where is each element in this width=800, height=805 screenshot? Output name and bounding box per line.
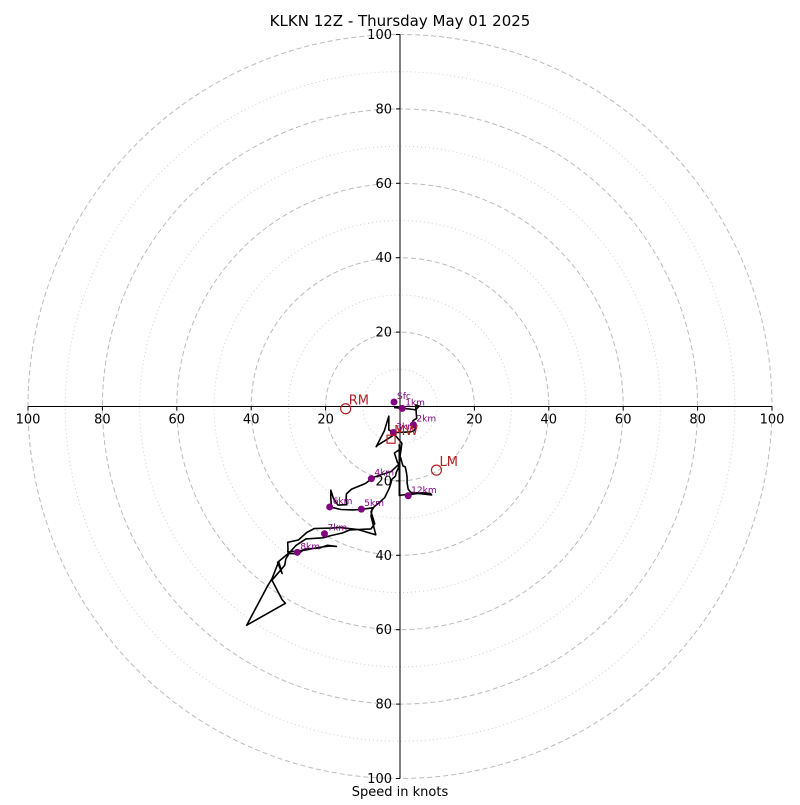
y-tick-label: 60 — [375, 623, 392, 638]
motion-label-rm: RM — [349, 394, 369, 409]
level-label-1km: 1km — [405, 398, 425, 408]
y-tick-label: 40 — [375, 251, 392, 266]
x-tick-label: 60 — [615, 413, 632, 428]
level-marker-7km — [320, 530, 328, 538]
x-tick-label: 100 — [16, 413, 41, 428]
motion-label-mw: MW — [394, 424, 418, 439]
y-tick-label: 60 — [375, 177, 392, 192]
level-label-6km: 6km — [333, 497, 353, 507]
hodograph-line — [245, 404, 433, 627]
y-tick-label: 20 — [375, 326, 392, 341]
x-tick-label: 80 — [94, 413, 111, 428]
y-tick-label: 80 — [375, 698, 392, 713]
level-label-7km: 7km — [327, 524, 347, 534]
motion-marker-rm — [340, 403, 352, 415]
motion-marker-mw — [386, 434, 396, 444]
x-tick-label: 40 — [243, 413, 260, 428]
x-tick-label: 20 — [466, 413, 483, 428]
level-label-5km: 5km — [364, 499, 384, 509]
x-tick-label: 20 — [317, 413, 334, 428]
storm-motion-markers: RM LM MW — [340, 394, 458, 476]
x-tick-label: 60 — [169, 413, 186, 428]
hodograph-trace — [245, 404, 433, 627]
level-label-8km: 8km — [300, 542, 320, 552]
x-tick-label: 40 — [541, 413, 558, 428]
level-label-12km: 12km — [411, 486, 436, 496]
level-label-2km: 2km — [416, 415, 436, 425]
chart-title: KLKN 12Z - Thursday May 01 2025 — [270, 12, 531, 30]
x-tick-label: 100 — [760, 413, 785, 428]
x-axis-label: Speed in knots — [352, 785, 449, 800]
motion-marker-lm — [430, 464, 443, 476]
level-label-sfc: Sfc — [397, 392, 411, 402]
y-tick-label: 100 — [367, 772, 392, 787]
level-marker-3km — [389, 429, 397, 437]
level-marker-2km — [409, 421, 417, 429]
level-marker-8km — [293, 548, 301, 556]
level-marker-12km — [404, 492, 412, 500]
y-tick-label: 20 — [375, 474, 392, 489]
level-marker-6km — [326, 503, 334, 511]
tick-labels: 100 80 60 40 20 20 40 60 80 100 100 80 60 40 20 20 40 60 8… — [16, 28, 785, 787]
level-marker-4km — [367, 475, 375, 483]
level-marker-sfc — [390, 398, 398, 406]
level-marker-5km — [357, 505, 365, 513]
motion-label-lm: LM — [439, 455, 457, 470]
y-tick-label: 80 — [375, 102, 392, 117]
y-tick-label: 40 — [375, 549, 392, 564]
x-tick-label: 80 — [689, 413, 706, 428]
level-label-3km: 3km — [396, 423, 416, 433]
level-marker-1km — [398, 404, 406, 412]
y-tick-label: 100 — [367, 28, 392, 43]
level-label-4km: 4km — [374, 469, 394, 479]
